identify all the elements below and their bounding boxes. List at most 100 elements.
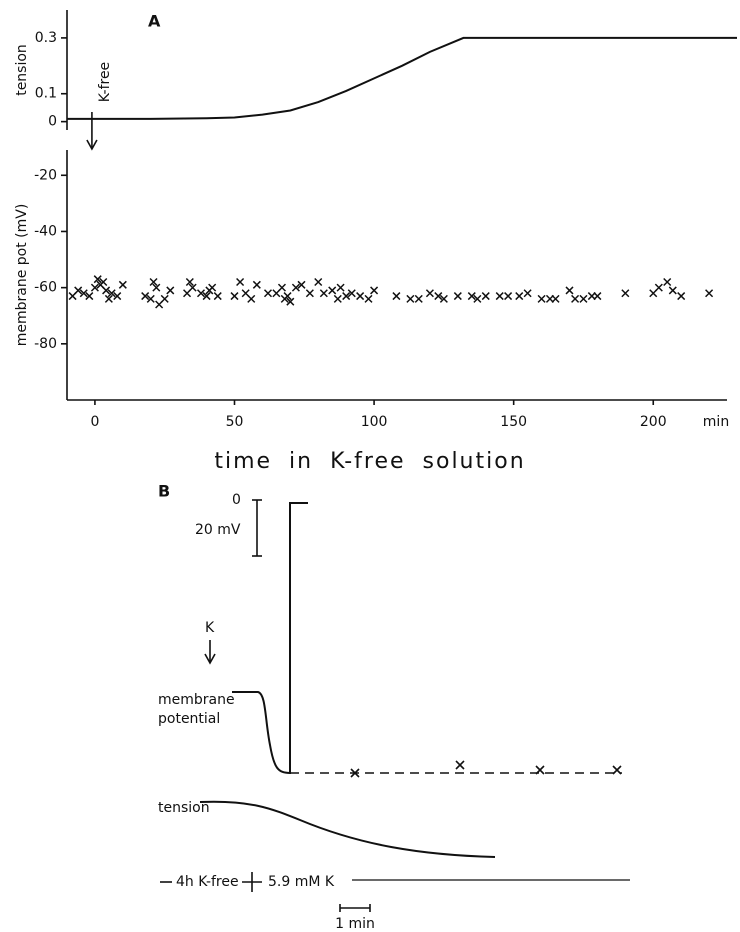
tension-trace	[199, 800, 496, 858]
y-tick-label: 0.3	[35, 30, 57, 46]
y-axis-label: membrane pot (mV)	[14, 204, 30, 347]
data-point	[118, 280, 127, 289]
data-point	[113, 292, 122, 301]
y-tick-label: -40	[34, 223, 57, 239]
data-point	[425, 289, 434, 298]
data-point	[85, 292, 94, 301]
data-point	[364, 294, 373, 303]
data-point	[236, 277, 245, 287]
potential-trace	[232, 502, 308, 775]
y-tick-label: -80	[34, 336, 57, 352]
arrow-head	[204, 653, 216, 665]
data-point	[333, 294, 342, 303]
data-point	[141, 292, 150, 301]
data-point	[495, 292, 504, 301]
data-point	[453, 292, 462, 301]
time-scale-label: 1 min	[335, 916, 375, 932]
data-point	[185, 277, 194, 287]
data-point	[152, 283, 161, 292]
zero-label: 0	[232, 492, 241, 508]
y-tick-label: 0	[48, 114, 57, 130]
data-point	[537, 294, 546, 303]
x-tick-label: 150	[500, 414, 527, 430]
data-point	[107, 289, 116, 298]
data-point	[291, 283, 300, 292]
y-tick-label: 0.1	[35, 86, 57, 102]
data-point	[146, 294, 155, 303]
data-point	[166, 286, 175, 295]
data-point	[406, 294, 415, 303]
y-tick-label: -20	[34, 167, 57, 183]
data-point	[414, 294, 423, 303]
data-point	[621, 289, 630, 298]
scale-label: 20 mV	[195, 522, 241, 538]
data-point	[104, 294, 113, 303]
trace-label: potential	[158, 711, 220, 727]
data-point	[314, 277, 323, 287]
data-point	[328, 286, 337, 295]
data-point	[356, 292, 365, 301]
x-axis-label: time in K-free solution	[214, 449, 525, 474]
data-point	[654, 283, 663, 292]
data-point	[252, 280, 261, 289]
data-point	[213, 292, 222, 301]
data-point	[551, 294, 560, 303]
data-point	[74, 286, 83, 295]
data-point	[99, 277, 108, 287]
data-point	[392, 292, 401, 301]
data-point	[571, 294, 580, 303]
data-point	[202, 292, 211, 301]
data-point	[283, 292, 292, 301]
panel-label: B	[158, 482, 170, 501]
data-point	[370, 286, 379, 295]
data-point	[439, 294, 448, 303]
panel-b: B 0 20 mV K membrane potential tension 4…	[158, 482, 630, 932]
data-point	[93, 275, 102, 284]
data-point	[593, 292, 602, 301]
data-point	[305, 289, 314, 298]
trace-label: tension	[158, 800, 210, 816]
data-point	[579, 294, 588, 303]
condition-label: 5.9 mM K	[268, 874, 335, 890]
tension-line	[67, 36, 737, 120]
y-tick-label: -60	[34, 280, 57, 296]
stimulus-label: K	[205, 620, 215, 636]
data-point	[705, 289, 714, 298]
data-point	[286, 297, 295, 306]
data-point	[263, 289, 273, 298]
data-point	[347, 289, 356, 298]
x-tick-label: 200	[640, 414, 667, 430]
data-point	[342, 292, 351, 301]
data-point	[523, 289, 532, 298]
data-point	[79, 289, 88, 298]
data-point	[677, 292, 686, 301]
data-point	[668, 286, 677, 295]
data-point	[102, 286, 111, 295]
data-point	[188, 283, 197, 292]
annotation: K-free	[97, 62, 113, 102]
data-point	[196, 289, 206, 298]
data-point	[160, 294, 169, 303]
data-point	[663, 277, 672, 287]
x-tick-label: 50	[226, 414, 244, 430]
data-point	[565, 286, 574, 295]
data-point	[247, 294, 256, 303]
x-tick-label: 0	[90, 414, 99, 430]
data-point	[515, 292, 524, 301]
panel-label: A	[148, 12, 161, 31]
y-axis-label: tension	[14, 44, 30, 96]
data-point	[230, 292, 239, 301]
data-point	[504, 292, 513, 301]
cross-marks	[350, 760, 622, 778]
data-point	[297, 280, 306, 289]
data-point	[277, 283, 286, 292]
data-point	[467, 292, 476, 301]
data-point	[319, 289, 328, 298]
data-point	[336, 283, 345, 292]
data-point	[481, 292, 490, 301]
x-unit: min	[703, 414, 729, 430]
data-point	[149, 277, 158, 287]
trace-label: membrane	[158, 692, 235, 708]
data-point	[473, 294, 482, 303]
